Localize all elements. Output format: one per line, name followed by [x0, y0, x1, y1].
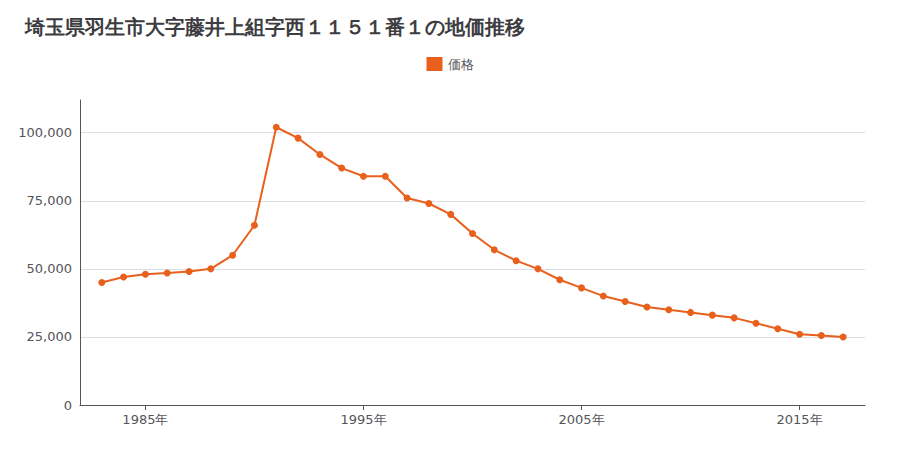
svg-text:1995年: 1995年	[340, 412, 386, 427]
svg-text:100,000: 100,000	[18, 125, 72, 140]
svg-text:0: 0	[64, 398, 72, 413]
svg-text:2015年: 2015年	[777, 412, 823, 427]
svg-text:50,000: 50,000	[27, 261, 73, 276]
svg-text:価格: 価格	[448, 57, 474, 72]
svg-text:25,000: 25,000	[27, 329, 73, 344]
svg-text:75,000: 75,000	[27, 193, 73, 208]
svg-text:1985年: 1985年	[122, 412, 168, 427]
svg-text:埼玉県羽生市大字藤井上組字西１１５１番１の地価推移: 埼玉県羽生市大字藤井上組字西１１５１番１の地価推移	[24, 15, 525, 39]
svg-text:2005年: 2005年	[558, 412, 604, 427]
